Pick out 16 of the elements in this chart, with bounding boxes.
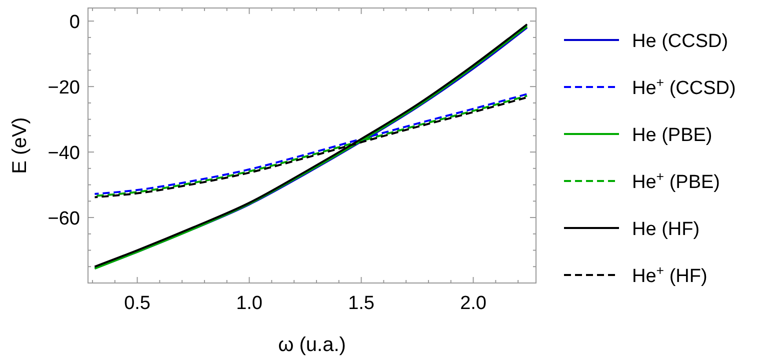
legend-label: He (CCSD)	[632, 31, 728, 52]
legend-label: He (PBE)	[632, 125, 712, 146]
x-axis-title: ω (u.a.)	[278, 334, 346, 356]
x-tick-label: 1.0	[236, 293, 262, 314]
legend-label: He$^{+}$ (HF)	[632, 262, 708, 287]
y-tick-label: −60	[48, 208, 80, 230]
legend-label: He (HF)	[632, 219, 700, 240]
y-tick-label: −20	[48, 78, 80, 99]
y-axis-title: E (eV)	[9, 117, 31, 174]
y-tick-label: 0	[69, 12, 80, 34]
x-tick-label: 2.0	[460, 293, 486, 314]
y-tick-label: −40	[48, 143, 80, 164]
legend-label: He$^{+}$ (PBE)	[632, 168, 720, 193]
legend-label: He$^{+}$ (CCSD)	[632, 74, 736, 99]
x-tick-label: 0.5	[124, 293, 150, 314]
x-tick-label: 1.5	[348, 293, 374, 314]
